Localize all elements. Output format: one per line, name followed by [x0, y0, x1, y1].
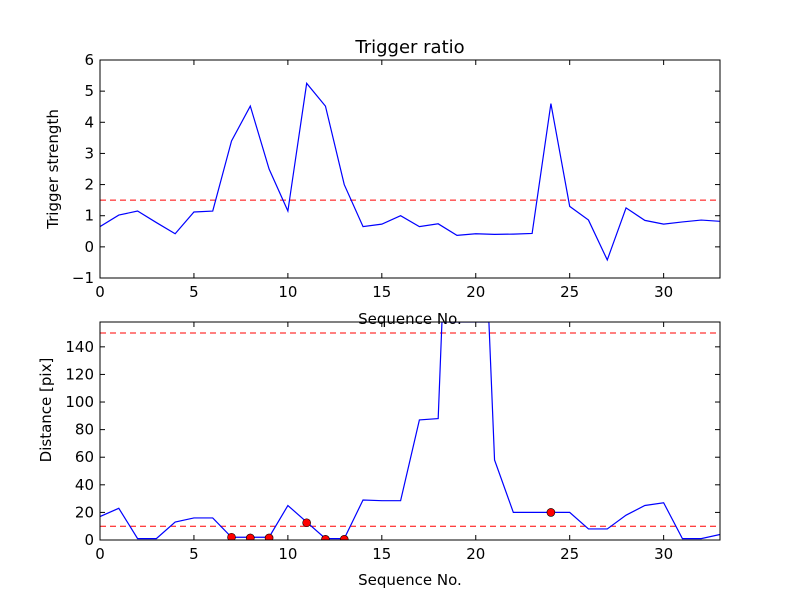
top-xtick-label-1: 5 [189, 283, 199, 301]
bottom-xtick-label-2: 10 [278, 545, 297, 563]
top-xtick-label-3: 15 [372, 283, 391, 301]
bottom-ytick-label-5: 100 [65, 393, 94, 411]
top-xtick-label-6: 30 [654, 283, 673, 301]
bottom-marker-point-3 [303, 519, 311, 527]
bottom-ytick-label-4: 80 [75, 421, 94, 439]
top-ytick-label-6: 5 [84, 82, 94, 100]
top-ytick-label-1: 0 [84, 238, 94, 256]
bottom-xtick-label-6: 30 [654, 545, 673, 563]
bottom-ytick-label-6: 120 [65, 365, 94, 383]
bottom-ytick-label-3: 60 [75, 448, 94, 466]
bottom-ytick-label-0: 0 [84, 531, 94, 549]
bottom-xtick-label-1: 5 [189, 545, 199, 563]
top-xtick-label-5: 25 [560, 283, 579, 301]
top-axes-frame [100, 60, 720, 278]
top-ytick-label-0: −1 [72, 269, 94, 287]
bottom-marker-point-5 [340, 535, 348, 543]
bottom-axes-frame [100, 322, 720, 540]
top-chart-title: Trigger ratio [354, 37, 464, 58]
bottom-y-axis-label: Distance [pix] [37, 358, 55, 463]
bottom-ytick-label-1: 20 [75, 503, 94, 521]
top-xtick-label-0: 0 [95, 283, 105, 301]
top-ytick-label-5: 4 [84, 113, 94, 131]
bottom-marker-point-2 [265, 534, 273, 542]
top-y-axis-label: Trigger strength [44, 109, 62, 230]
top-ytick-label-2: 1 [84, 207, 94, 225]
bottom-marker-point-1 [246, 534, 254, 542]
bottom-xtick-label-5: 25 [560, 545, 579, 563]
top-xtick-label-4: 20 [466, 283, 485, 301]
bottom-xtick-label-0: 0 [95, 545, 105, 563]
bottom-chart-panel: 0 5 10 15 20 25 30 0 20 40 60 80 100 120 140 Sequence N… [37, 322, 720, 589]
top-ytick-label-3: 2 [84, 176, 94, 194]
bottom-series-line-0 [100, 322, 720, 539]
bottom-ytick-label-2: 40 [75, 476, 94, 494]
bottom-marker-point-4 [321, 535, 329, 543]
bottom-ytick-label-7: 140 [65, 338, 94, 356]
top-xtick-label-2: 10 [278, 283, 297, 301]
top-x-axis-label: Sequence No. [358, 310, 462, 328]
bottom-xtick-label-4: 20 [466, 545, 485, 563]
top-ytick-label-4: 3 [84, 144, 94, 162]
bottom-x-axis-label: Sequence No. [358, 571, 462, 589]
top-series-line-0 [100, 83, 720, 260]
bottom-xtick-label-3: 15 [372, 545, 391, 563]
top-ytick-label-7: 6 [84, 51, 94, 69]
bottom-marker-point-6 [547, 508, 555, 516]
